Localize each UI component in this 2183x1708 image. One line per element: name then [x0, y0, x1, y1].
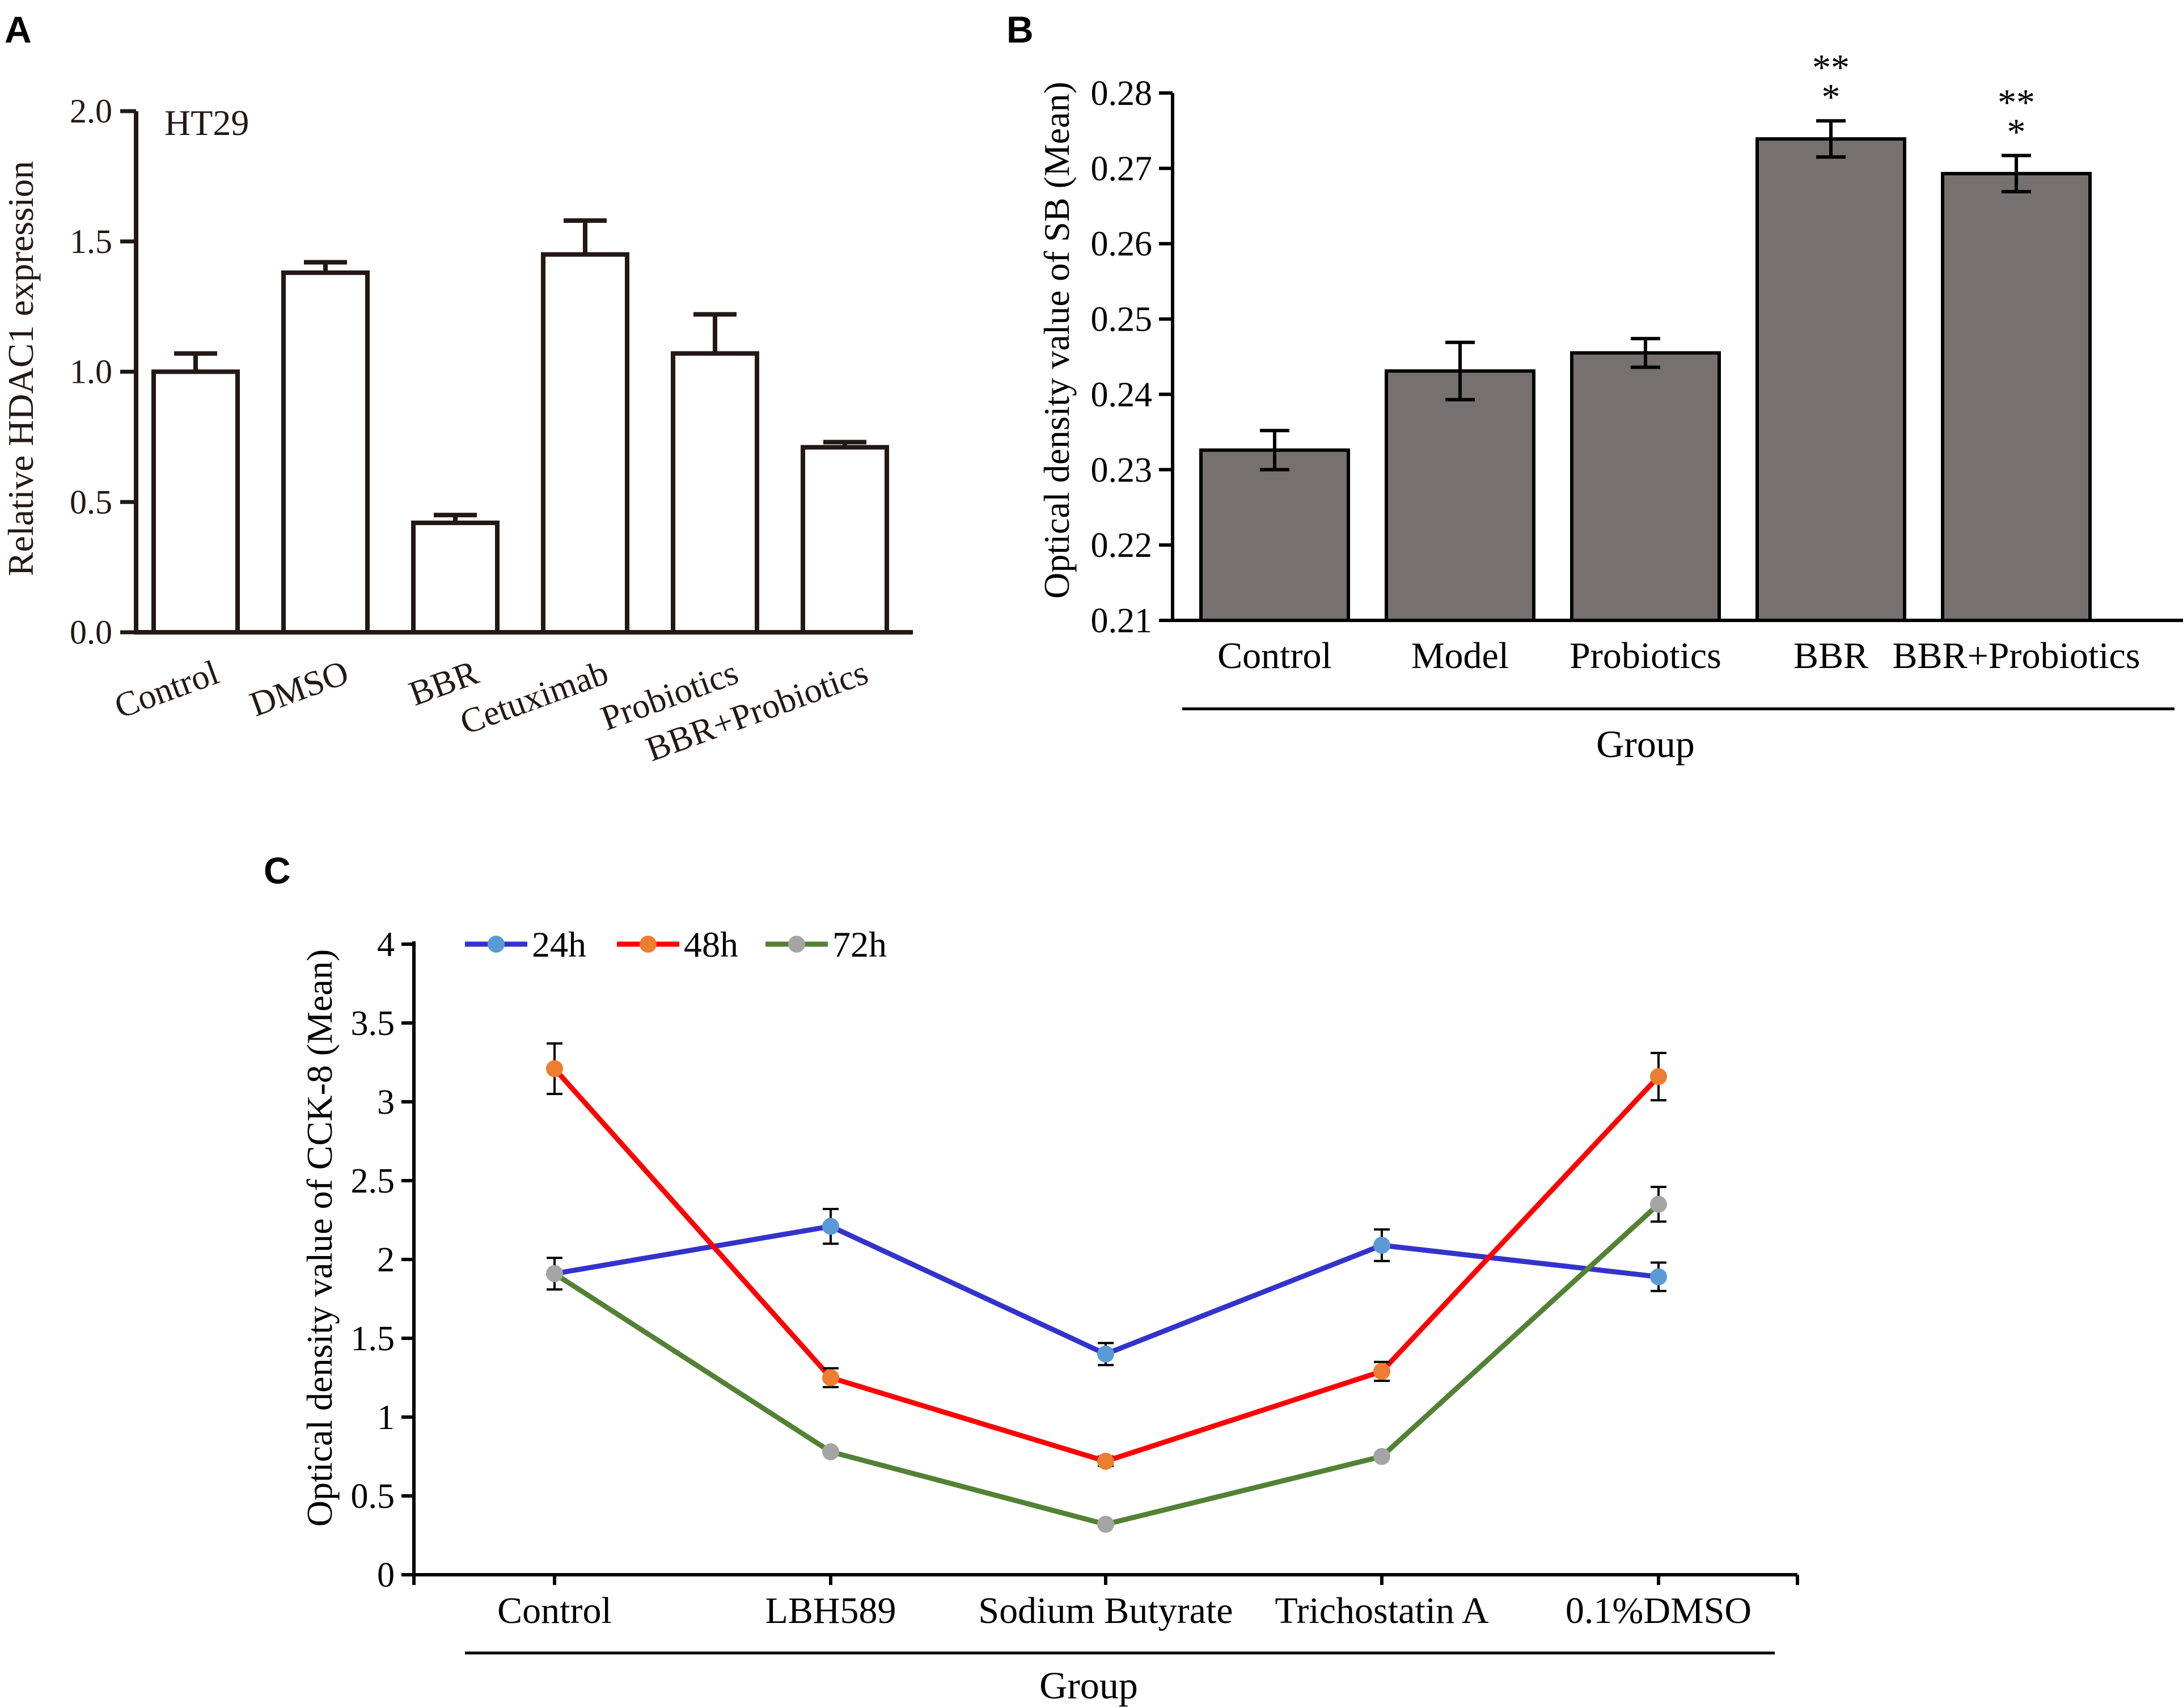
- panel-b-bar: [1755, 137, 1906, 623]
- panel-c-y-tick-label: 2.5: [351, 1162, 395, 1200]
- panel-c-y-tick-label: 4: [377, 925, 395, 964]
- panel-a-bar: [151, 369, 240, 635]
- panel-b-x-tick-label: Probiotics: [1569, 635, 1721, 677]
- panel-b-bar: [1570, 351, 1721, 622]
- panel-c-y-tick-label: 2: [377, 1241, 395, 1279]
- legend-72h-marker: [788, 936, 805, 953]
- series-24h-point: [1373, 1236, 1390, 1254]
- panel-c-y-tick-label: 1: [377, 1398, 395, 1437]
- panel-a-ylabel: Relative HDAC1 expression: [1, 161, 41, 576]
- panel-a: A HT29 Relative HDAC1 expression 0.0 0.5 1…: [1, 9, 913, 769]
- panel-b-y-tick-label: 0.27: [1091, 150, 1153, 188]
- series-72h-point: [822, 1443, 839, 1461]
- panel-a-y-tick-label: 0.5: [70, 483, 112, 521]
- panel-b-y-tick-label: 0.26: [1091, 225, 1153, 264]
- panel-b-y-tick-label: 0.22: [1091, 526, 1153, 565]
- panel-a-y-tick-label: 0.0: [70, 614, 112, 651]
- panel-c-y-tick-label: 0.5: [351, 1477, 395, 1516]
- series-48h-point: [1097, 1452, 1114, 1470]
- panel-b: B Optical density value of SB (Mean) 0.2…: [1006, 9, 2183, 766]
- legend-48h-marker: [640, 936, 657, 953]
- series-72h-point: [1097, 1516, 1114, 1533]
- series-72h-point: [1373, 1448, 1390, 1465]
- panel-c-y-tick-label: 3.5: [351, 1004, 395, 1043]
- panel-b-y-tick-label: 0.23: [1091, 451, 1153, 489]
- panel-a-bar: [411, 521, 500, 635]
- panel-c: C Optical density value of CCK-8 (Mean) …: [264, 849, 1799, 1707]
- panel-b-bar: [1385, 369, 1535, 622]
- panel-a-bar: [801, 445, 889, 635]
- panel-c-x-tick-label: 0.1%DMSO: [1566, 1590, 1752, 1631]
- panel-c-y-tick-label: 0: [377, 1556, 395, 1595]
- panel-a-bar: [281, 270, 370, 635]
- panel-c-x-tick-label: LBH589: [765, 1590, 896, 1631]
- panel-b-x-tick-label: BBR+Probiotics: [1893, 635, 2140, 677]
- panel-b-y-tick-label: 0.28: [1091, 74, 1153, 113]
- panel-b-xlabel: Group: [1596, 722, 1695, 766]
- panel-b-x-tick-label: BBR: [1793, 635, 1868, 677]
- panel-c-xlabel: Group: [1039, 1664, 1138, 1707]
- series-48h-point: [822, 1369, 839, 1386]
- panel-c-x-tick-label: Trichostatin A: [1275, 1590, 1488, 1631]
- series-24h-point: [1650, 1268, 1667, 1286]
- panel-b-x-tick-label: Control: [1217, 635, 1332, 677]
- series-24h-point: [822, 1217, 839, 1235]
- legend-24h-marker: [488, 936, 505, 953]
- panel-c-x-tick-label: Control: [497, 1590, 612, 1631]
- panel-b-y-tick-label: 0.25: [1091, 301, 1153, 339]
- panel-b-y-tick-label: 0.21: [1091, 602, 1153, 640]
- panel-a-y-tick-label: 1.5: [70, 223, 112, 260]
- panel-c-y-tick-label: 1.5: [351, 1320, 395, 1358]
- series-48h-point: [546, 1060, 563, 1077]
- panel-b-y-tick-label: 0.24: [1091, 375, 1153, 414]
- legend-24h-label: 24h: [532, 924, 586, 965]
- panel-a-letter: A: [5, 9, 32, 50]
- panel-c-x-tick-label: Sodium Butyrate: [978, 1590, 1233, 1631]
- panel-b-significance: ** *: [1812, 47, 1850, 118]
- panel-b-ylabel: Optical density value of SB (Mean): [1036, 82, 1077, 599]
- series-24h-point: [1097, 1345, 1114, 1363]
- panel-b-letter: B: [1006, 9, 1034, 50]
- panel-b-bar: [1941, 172, 2092, 622]
- series-48h-point: [1650, 1068, 1667, 1085]
- panel-b-bar: [1199, 448, 1350, 622]
- panel-a-y-tick-label: 2.0: [70, 92, 112, 130]
- series-48h-point: [1373, 1363, 1390, 1380]
- panel-a-bar: [671, 351, 759, 635]
- panel-c-y-tick-label: 3: [377, 1083, 395, 1122]
- panel-c-letter: C: [264, 849, 291, 891]
- panel-a-annotation: HT29: [164, 103, 249, 143]
- panel-b-significance: ** *: [1998, 82, 2035, 153]
- legend-48h-label: 48h: [684, 924, 738, 965]
- series-72h-point: [546, 1265, 563, 1283]
- panel-b-x-tick-label: Model: [1411, 635, 1509, 677]
- legend-72h-label: 72h: [832, 924, 887, 965]
- panel-c-ylabel: Optical density value of CCK-8 (Mean): [299, 949, 340, 1527]
- panel-a-bar: [541, 252, 629, 635]
- series-72h-point: [1650, 1195, 1667, 1213]
- panel-a-y-tick-label: 1.0: [70, 353, 112, 391]
